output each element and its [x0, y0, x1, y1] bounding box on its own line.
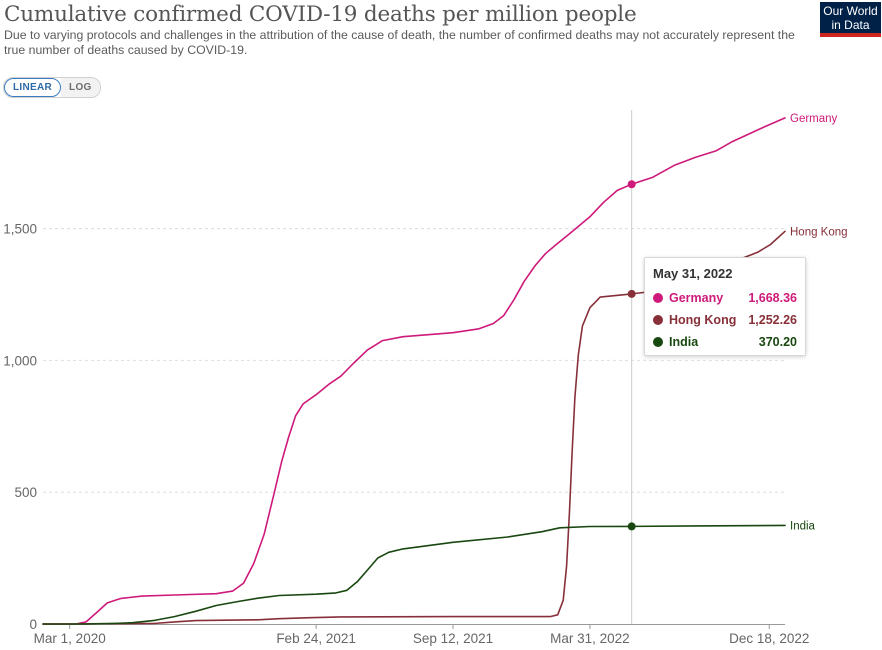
y-tick-label: 1,500	[3, 222, 37, 237]
chart-subtitle: Due to varying protocols and challenges …	[4, 28, 795, 57]
series-line-india	[42, 524, 786, 625]
x-tick-label: Dec 18, 2022	[729, 631, 809, 646]
y-tick-label: 1,000	[3, 353, 37, 368]
tooltip-value: 1,668.36	[748, 291, 797, 305]
scale-toggle: LINEAR LOG	[3, 77, 101, 98]
y-tick-label: 0	[29, 617, 37, 632]
grid-layer	[43, 228, 785, 493]
tooltip-date: May 31, 2022	[653, 266, 733, 281]
series-end-label-india: India	[790, 520, 816, 532]
log-scale-button[interactable]: LOG	[61, 78, 100, 97]
tooltip-dot-hong-kong	[653, 315, 663, 325]
hover-tooltip: May 31, 2022 Germany 1,668.36 Hong Kong …	[644, 257, 806, 356]
tooltip-name: Germany	[669, 291, 724, 305]
series-end-label-germany: Germany	[790, 113, 838, 125]
label-layer: Germany Hong Kong India	[790, 113, 848, 533]
tooltip-row-germany: Germany 1,668.36	[653, 287, 797, 309]
x-tick-label: Mar 31, 2022	[550, 631, 630, 646]
hover-point-india	[627, 522, 636, 531]
y-tick-label: 500	[14, 485, 37, 500]
tooltip-dot-germany	[653, 293, 663, 303]
tooltip-row-hong-kong: Hong Kong 1,252.26	[653, 309, 797, 331]
linear-scale-button[interactable]: LINEAR	[4, 78, 62, 97]
tooltip-dot-india	[653, 337, 663, 347]
hover-point-germany	[627, 180, 636, 189]
tooltip-name: India	[669, 335, 699, 349]
tooltip-name: Hong Kong	[669, 313, 737, 327]
x-tick-label: Feb 24, 2021	[276, 631, 356, 646]
series-end-label-hong-kong: Hong Kong	[790, 226, 848, 238]
chart-title: Cumulative confirmed COVID-19 deaths per…	[4, 2, 637, 27]
x-tick-label: Mar 1, 2020	[34, 631, 106, 646]
hover-point-hong-kong	[627, 289, 636, 298]
logo-line-2: in Data	[831, 18, 870, 32]
series-line-germany	[42, 117, 786, 625]
axis-layer: 0 500 1,000 1,500 Mar 1, 2020 Feb 24, 2021 Sep…	[3, 222, 809, 646]
series-layer	[42, 117, 786, 625]
x-tick-label: Sep 12, 2021	[413, 631, 493, 646]
hover-layer	[627, 110, 636, 624]
tooltip-row-india: India 370.20	[653, 331, 797, 353]
logo-line-1: Our World	[823, 4, 878, 18]
tooltip-value: 1,252.26	[748, 313, 797, 327]
owid-logo[interactable]: Our World in Data	[820, 2, 881, 37]
tooltip-value: 370.20	[758, 335, 797, 349]
